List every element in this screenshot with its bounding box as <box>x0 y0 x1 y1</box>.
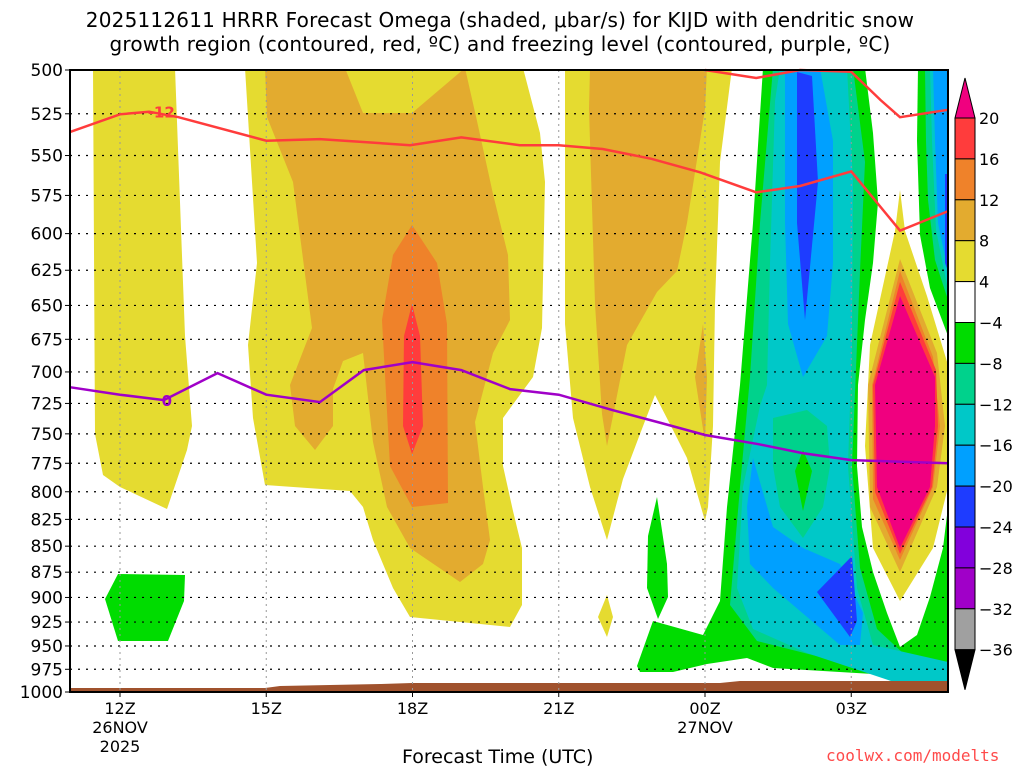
colorbar-label: 16 <box>979 150 999 169</box>
colorbar-bin <box>954 199 976 242</box>
colorbar-label: −20 <box>979 477 1013 496</box>
x-tick-label: 00Z <box>689 699 720 718</box>
colorbar-bin <box>954 362 976 405</box>
contour-line <box>69 360 949 465</box>
y-tick-label: 575 <box>31 186 63 206</box>
omega-region-neg16-neg20 <box>933 70 948 271</box>
credit-link[interactable]: coolwx.com/modelts <box>826 746 1000 765</box>
colorbar: 20 16 12 8 4 −4 −8 −12 −16 −20 −24 −28 −32 −36 <box>954 77 1013 690</box>
colorbar-bin <box>954 526 976 569</box>
y-tick-label: 625 <box>31 261 63 281</box>
contour-label: 0 <box>162 392 172 410</box>
colorbar-label: −16 <box>979 436 1013 455</box>
colorbar-label: 12 <box>979 191 999 210</box>
x-tick-label: 12Z <box>104 699 135 718</box>
colorbar-bin <box>954 281 976 324</box>
y-tick-label: 775 <box>31 454 63 474</box>
x-tick-label: 15Z <box>251 699 282 718</box>
colorbar-bin <box>954 444 976 487</box>
x-tick-label: 03Z <box>836 699 867 718</box>
colorbar-label: 4 <box>979 273 989 292</box>
y-tick-label: 700 <box>31 363 63 383</box>
y-tick-label: 500 <box>31 61 63 81</box>
y-tick-label: 675 <box>31 330 63 350</box>
terrain <box>70 681 948 692</box>
y-tick-label: 650 <box>31 296 63 316</box>
omega-region-8-12 <box>589 70 707 446</box>
y-tick-label: 925 <box>31 613 63 633</box>
colorbar-under-triangle <box>954 649 976 690</box>
x-tick-label: 18Z <box>397 699 428 718</box>
y-tick-label: 950 <box>31 637 63 657</box>
colorbar-label: −8 <box>979 354 1003 373</box>
colorbar-bin <box>954 322 976 364</box>
omega-region-16-20 <box>403 304 423 454</box>
y-tick-label: 1000 <box>20 683 63 703</box>
contour-line <box>704 68 949 119</box>
colorbar-label: −24 <box>979 518 1013 537</box>
omega-region-4-8 <box>93 70 192 509</box>
y-tick-label: 750 <box>31 425 63 445</box>
plot-frame <box>69 69 949 693</box>
omega-region-neg4-neg8 <box>795 450 812 511</box>
y-tick-label: 875 <box>31 563 63 583</box>
x-axis-label: Forecast Time (UTC) <box>402 746 594 768</box>
colorbar-label: −36 <box>979 641 1013 660</box>
contour-layer: -12 0 <box>69 68 950 465</box>
colorbar-bin <box>954 608 976 651</box>
colorbar-bin <box>954 117 976 160</box>
y-tick-label: 900 <box>31 588 63 608</box>
y-tick-label: 600 <box>31 225 63 245</box>
colorbar-over-triangle <box>954 77 976 119</box>
chart-title: 2025112611 HRRR Forecast Omega (shaded, … <box>0 8 1000 56</box>
title-line-1: 2025112611 HRRR Forecast Omega (shaded, … <box>85 8 915 32</box>
x-tick-label: 21Z <box>543 699 574 718</box>
y-tick-label: 850 <box>31 537 63 557</box>
omega-region-4-8 <box>598 595 613 637</box>
y-tick-label: 525 <box>31 105 63 125</box>
contour-line <box>69 110 950 233</box>
colorbar-bin <box>954 403 976 446</box>
colorbar-bin <box>954 240 976 283</box>
y-axis: 500 525 550 575 600 625 650 675 700 725 750 775 800 8… <box>20 61 70 703</box>
colorbar-bin <box>954 158 976 201</box>
x-tick-label: 26NOV <box>92 718 148 737</box>
omega-region-8-12 <box>695 324 707 442</box>
colorbar-label: −28 <box>979 559 1013 578</box>
omega-region-neg20-neg24 <box>817 556 857 637</box>
colorbar-bin <box>954 485 976 528</box>
colorbar-label: −4 <box>979 314 1003 333</box>
omega-region-over-20 <box>875 296 935 548</box>
y-tick-label: 825 <box>31 510 63 530</box>
omega-region-neg4-neg8 <box>647 497 668 619</box>
title-line-2: growth region (contoured, red, ºC) and f… <box>109 32 891 56</box>
x-tick-label: 27NOV <box>677 718 733 737</box>
colorbar-label: 20 <box>979 109 999 128</box>
omega-region-neg4-neg8 <box>105 574 185 641</box>
colorbar-bin <box>954 567 976 610</box>
y-tick-label: 725 <box>31 394 63 414</box>
shading-layer <box>70 70 948 692</box>
x-tick-label: 2025 <box>100 737 141 756</box>
colorbar-label: −12 <box>979 395 1013 414</box>
y-tick-label: 550 <box>31 147 63 167</box>
y-tick-label: 975 <box>31 660 63 680</box>
colorbar-label: 8 <box>979 232 989 251</box>
colorbar-label: −32 <box>979 600 1013 619</box>
contour-label: -12 <box>148 104 175 122</box>
y-tick-label: 800 <box>31 483 63 503</box>
